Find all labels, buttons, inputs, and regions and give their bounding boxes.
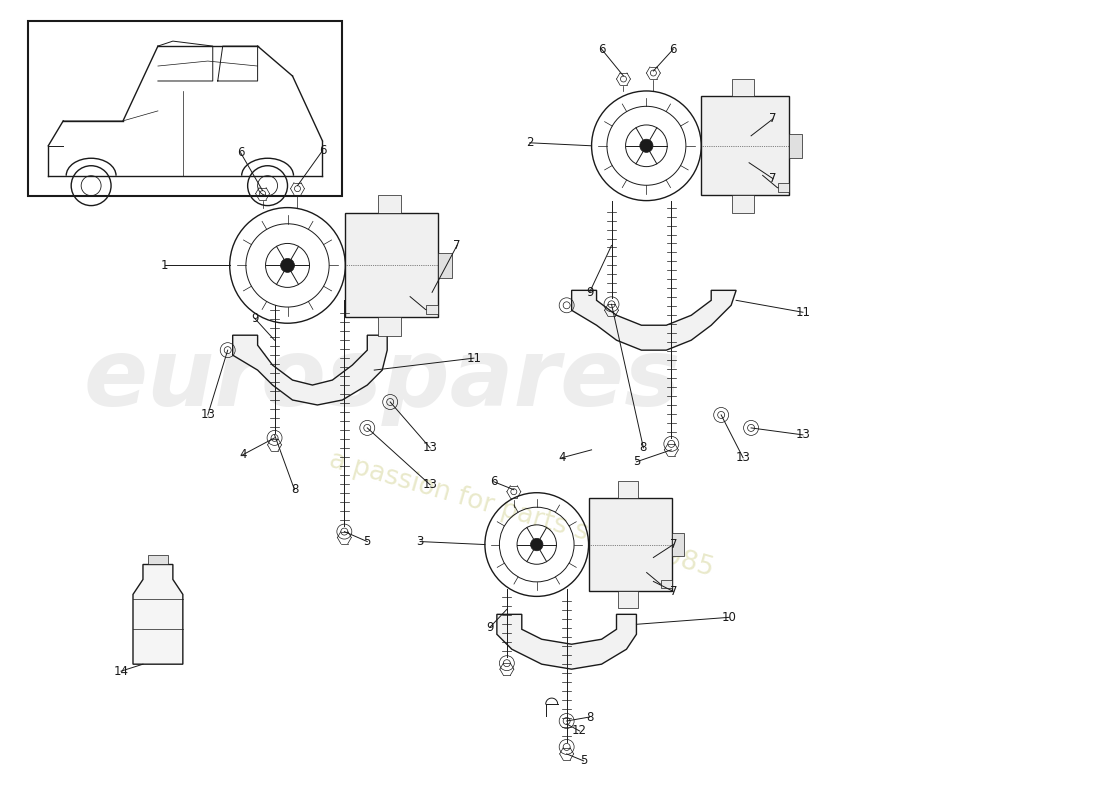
Bar (617, 591, 638, 608)
Bar (701, 97, 789, 195)
Text: 1: 1 (161, 259, 168, 272)
Polygon shape (233, 335, 387, 405)
Text: 7: 7 (453, 239, 461, 252)
Bar (732, 195, 754, 213)
Text: 3: 3 (417, 535, 424, 548)
Bar (661, 580, 672, 588)
Text: 13: 13 (736, 451, 750, 464)
Text: 9: 9 (586, 286, 593, 299)
Text: 12: 12 (572, 725, 587, 738)
Text: 6: 6 (597, 42, 605, 55)
Bar (732, 78, 754, 97)
Bar (29, 21, 342, 196)
Polygon shape (133, 565, 183, 664)
Text: 7: 7 (670, 585, 678, 598)
Bar (438, 253, 452, 278)
Text: 6: 6 (319, 144, 327, 158)
Text: 4: 4 (239, 448, 246, 462)
Text: 5: 5 (632, 455, 640, 468)
Text: 5: 5 (364, 535, 371, 548)
Polygon shape (572, 290, 736, 350)
Text: a passion for parts since 1985: a passion for parts since 1985 (327, 447, 717, 582)
Text: 7: 7 (670, 538, 678, 551)
Circle shape (280, 258, 295, 272)
Text: 11: 11 (466, 352, 482, 365)
Text: 6: 6 (491, 475, 497, 488)
Bar (588, 498, 671, 591)
Text: 13: 13 (422, 442, 438, 454)
Text: 9: 9 (251, 312, 258, 325)
Bar (345, 214, 438, 318)
Text: 6: 6 (236, 146, 244, 159)
Text: 8: 8 (290, 483, 298, 496)
Text: 13: 13 (200, 409, 216, 422)
Bar (148, 554, 168, 565)
Text: 2: 2 (526, 136, 534, 150)
Text: 4: 4 (558, 451, 565, 464)
Text: 13: 13 (795, 428, 811, 442)
Text: eurospares: eurospares (84, 334, 681, 426)
Bar (427, 305, 438, 314)
Bar (789, 134, 802, 158)
Bar (778, 183, 789, 192)
Circle shape (530, 538, 543, 550)
Bar (617, 481, 638, 498)
Bar (671, 533, 684, 556)
Bar (377, 318, 400, 336)
Text: 8: 8 (586, 710, 593, 723)
Text: 13: 13 (422, 478, 438, 491)
Text: 5: 5 (580, 754, 587, 767)
Text: 10: 10 (722, 611, 737, 624)
Bar (377, 194, 400, 214)
Text: 14: 14 (113, 665, 129, 678)
Text: 8: 8 (640, 442, 647, 454)
Text: 6: 6 (670, 42, 678, 55)
Text: 7: 7 (769, 172, 777, 185)
Text: 9: 9 (486, 621, 494, 634)
Polygon shape (497, 614, 637, 669)
Text: 7: 7 (769, 112, 777, 126)
Text: 11: 11 (795, 306, 811, 318)
Circle shape (640, 139, 653, 152)
